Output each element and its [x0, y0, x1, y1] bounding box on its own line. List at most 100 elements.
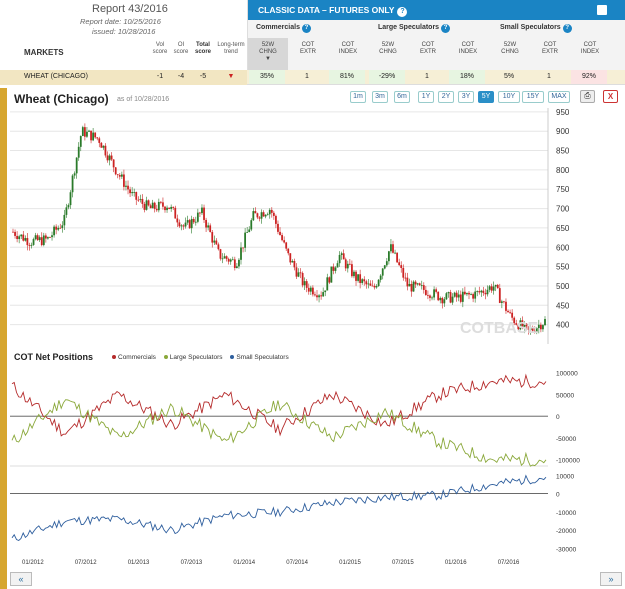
candle-body — [61, 225, 64, 229]
candle-body — [94, 132, 97, 138]
candle-body — [275, 215, 277, 224]
candle-body — [330, 266, 333, 283]
candle-body — [449, 292, 452, 303]
col-small-52w[interactable]: 52W CHNG — [501, 42, 519, 55]
range-5y-button[interactable]: 5Y — [478, 91, 494, 103]
candle-body — [203, 207, 205, 220]
candle-body — [367, 283, 370, 285]
candle-body — [328, 277, 331, 283]
y-tick-label: 500 — [556, 282, 570, 291]
candle-body — [242, 247, 244, 249]
candle-body — [108, 155, 111, 161]
range-10y-button[interactable]: 10Y — [498, 91, 520, 103]
col-large-index[interactable]: COT INDEX — [458, 42, 478, 55]
range-max-button[interactable]: MAX — [548, 91, 570, 103]
col-comm-index[interactable]: COT INDEX — [338, 42, 358, 55]
y-tick-label: -10000 — [556, 510, 577, 517]
candle-body — [188, 220, 191, 229]
x-tick-label: 01/2016 — [445, 560, 467, 566]
col-comm-52w[interactable]: 52W CHNG ▼ — [248, 38, 288, 70]
candle-body — [340, 253, 343, 255]
candle-body — [459, 294, 462, 302]
candle-body — [135, 192, 138, 200]
col-large-52w[interactable]: 52W CHNG — [379, 42, 397, 55]
candle-body — [326, 277, 329, 291]
col-small-extr[interactable]: COT EXTR — [541, 42, 558, 55]
range-6m-button[interactable]: 6m — [394, 91, 410, 103]
candle-body — [26, 238, 29, 246]
candle-body — [529, 328, 532, 330]
candle-body — [44, 235, 47, 239]
candle-body — [466, 292, 468, 295]
cot-title: COT Net Positions — [14, 352, 94, 362]
candle-body — [361, 279, 364, 284]
candle-body — [221, 258, 224, 260]
x-tick-label: 01/2012 — [22, 560, 44, 566]
candle-body — [496, 284, 499, 289]
candle-body — [322, 292, 325, 297]
candle-body — [100, 142, 103, 148]
candle-body — [42, 235, 45, 246]
candle-body — [527, 326, 530, 330]
candle-body — [207, 225, 210, 228]
candle-body — [71, 175, 74, 193]
candle-body — [213, 240, 216, 243]
candle-body — [86, 131, 88, 137]
col-comm-extr[interactable]: COT EXTR — [299, 42, 316, 55]
candle-body — [375, 286, 378, 288]
help-icon[interactable]: ? — [562, 24, 572, 33]
range-3y-button[interactable]: 3Y — [458, 91, 474, 103]
candle-body — [521, 320, 524, 328]
candle-body — [270, 209, 273, 213]
col-small-index[interactable]: COT INDEX — [580, 42, 600, 55]
range-1y-button[interactable]: 1Y — [418, 91, 434, 103]
group-small-speculators: Small Speculators? — [500, 24, 572, 33]
candle-body — [355, 271, 357, 281]
candle-body — [383, 265, 386, 269]
chart-title: Wheat (Chicago) — [14, 92, 109, 106]
candle-body — [145, 200, 148, 210]
range-3m-button[interactable]: 3m — [372, 91, 388, 103]
market-row-wheat[interactable]: WHEAT (CHICAGO) -1 -4 -5 ▼ 35% 1 81% -29… — [0, 70, 625, 85]
candle-body — [47, 237, 49, 239]
candle-body — [332, 266, 335, 271]
range-15y-button[interactable]: 15Y — [522, 91, 544, 103]
candle-body — [490, 286, 493, 291]
print-chart-button[interactable]: ⎙ — [580, 90, 595, 103]
range-2y-button[interactable]: 2Y — [438, 91, 454, 103]
candle-body — [342, 253, 345, 260]
candle-body — [141, 198, 144, 204]
help-icon[interactable]: ? — [301, 24, 311, 33]
candle-body — [429, 295, 431, 298]
x-tick-label: 07/2012 — [75, 560, 97, 566]
candle-body — [53, 226, 55, 236]
y-tick-label: 650 — [556, 224, 570, 233]
candle-body — [81, 127, 84, 137]
x-tick-label: 01/2014 — [233, 560, 255, 566]
close-chart-button[interactable]: X — [603, 90, 618, 103]
candle-body — [30, 244, 33, 246]
x-tick-label: 07/2016 — [498, 560, 520, 566]
candle-body — [439, 297, 442, 301]
range-1m-button[interactable]: 1m — [350, 91, 366, 103]
legend-large-speculators[interactable]: Large Speculators — [163, 354, 223, 361]
prev-button[interactable]: « — [10, 572, 32, 586]
chevron-down-icon: ▼ — [265, 56, 271, 62]
help-icon[interactable]: ? — [397, 7, 408, 17]
candle-body — [168, 207, 171, 209]
candle-body — [478, 291, 481, 293]
candle-body — [147, 200, 150, 206]
x-tick-label: 01/2013 — [128, 560, 150, 566]
y-tick-label: 950 — [556, 108, 570, 117]
candle-body — [402, 267, 405, 278]
y-tick-label: 100000 — [556, 371, 578, 378]
candle-body — [196, 212, 199, 222]
printer-icon[interactable] — [597, 5, 607, 15]
candle-body — [127, 185, 129, 190]
help-icon[interactable]: ? — [441, 24, 451, 33]
next-button[interactable]: » — [600, 572, 622, 586]
legend-commercials[interactable]: Commercials — [112, 354, 156, 361]
candle-body — [492, 286, 495, 291]
legend-small-speculators[interactable]: Small Speculators — [230, 354, 289, 361]
col-large-extr[interactable]: COT EXTR — [419, 42, 436, 55]
